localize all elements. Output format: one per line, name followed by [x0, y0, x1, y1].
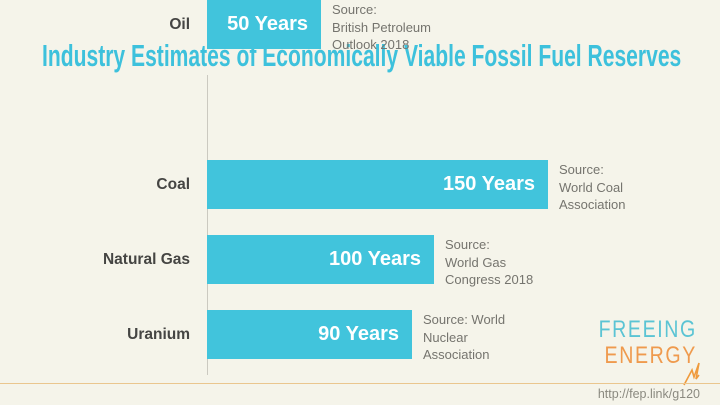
bar-row-uranium: Uranium 90 Years Source: World Nuclear A… [0, 310, 720, 362]
source-annotation-coal: Source: World Coal Association [559, 162, 626, 212]
y-axis-line [207, 75, 208, 375]
bar-row-oil: Oil 50 Years Source: British Petroleum O… [0, 0, 720, 52]
bar-value-label: 100 Years [329, 248, 421, 270]
footer-url: http://fep.link/g120 [597, 387, 700, 401]
source-annotation-uranium: Source: World Nuclear Association [423, 312, 506, 362]
freeing-energy-logo: FREEING ENERGY [574, 317, 697, 369]
footer-rule [0, 383, 720, 384]
bar-uranium: 90 Years [207, 310, 412, 359]
bar-value-label: 150 Years [443, 173, 535, 195]
category-label-oil: Oil [169, 16, 190, 33]
bar-row-coal: Coal 150 Years Source: World Coal Associ… [0, 160, 720, 212]
source-annotation-oil: Source: British Petroleum Outlook 2018 [332, 2, 431, 52]
logo-line-freeing: FREEING [598, 316, 697, 343]
lightning-bolt-icon [683, 362, 700, 386]
bar-coal: 150 Years [207, 160, 548, 209]
logo-line-energy: ENERGY [604, 342, 697, 369]
category-label-uranium: Uranium [127, 326, 190, 343]
chart-title: Industry Estimates of Economically Viabl… [42, 38, 682, 73]
category-label-coal: Coal [156, 176, 190, 193]
bar-value-label: 90 Years [318, 323, 399, 345]
bar-row-natural-gas: Natural Gas 100 Years Source: World Gas … [0, 235, 720, 287]
source-annotation-natural-gas: Source: World Gas Congress 2018 [445, 237, 534, 287]
bar-natural-gas: 100 Years [207, 235, 434, 284]
bar-value-label: 50 Years [227, 13, 308, 35]
bar-oil: 50 Years [207, 0, 321, 49]
category-label-natural-gas: Natural Gas [102, 251, 190, 268]
